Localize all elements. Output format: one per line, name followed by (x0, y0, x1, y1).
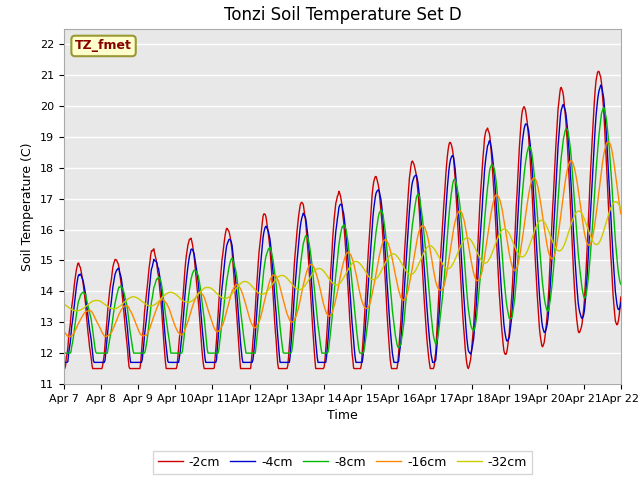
-16cm (71, 328, 79, 334)
-8cm (70, 329, 78, 335)
-2cm (60, 366, 68, 372)
-32cm (612, 199, 620, 204)
-8cm (600, 105, 607, 110)
Line: -16cm: -16cm (64, 142, 621, 337)
-16cm (428, 252, 435, 258)
-2cm (410, 162, 418, 168)
-16cm (128, 311, 136, 317)
-4cm (617, 300, 625, 306)
-32cm (70, 308, 78, 313)
Title: Tonzi Soil Temperature Set D: Tonzi Soil Temperature Set D (223, 6, 461, 24)
-4cm (70, 304, 78, 310)
-8cm (410, 210, 418, 216)
-4cm (60, 360, 68, 365)
-2cm (214, 322, 221, 328)
Line: -4cm: -4cm (64, 85, 621, 362)
-16cm (185, 316, 193, 322)
-2cm (617, 294, 625, 300)
-4cm (410, 174, 418, 180)
-2cm (127, 366, 135, 372)
-16cm (60, 328, 68, 334)
-2cm (595, 69, 602, 74)
-32cm (214, 292, 222, 298)
-32cm (411, 269, 419, 275)
Y-axis label: Soil Temperature (C): Soil Temperature (C) (22, 142, 35, 271)
Line: -32cm: -32cm (64, 202, 621, 311)
-32cm (128, 294, 136, 300)
-8cm (184, 299, 192, 304)
-8cm (60, 350, 68, 356)
-32cm (72, 308, 79, 314)
Line: -8cm: -8cm (64, 108, 621, 353)
-4cm (127, 360, 135, 365)
-32cm (617, 205, 625, 211)
-32cm (428, 243, 435, 249)
-16cm (214, 329, 222, 335)
X-axis label: Time: Time (327, 409, 358, 422)
-4cm (214, 345, 221, 350)
Line: -2cm: -2cm (64, 72, 621, 369)
-8cm (426, 303, 434, 309)
-32cm (60, 301, 68, 307)
-2cm (70, 285, 78, 291)
-16cm (605, 139, 612, 144)
-4cm (597, 82, 605, 88)
-16cm (67, 334, 74, 340)
Text: TZ_fmet: TZ_fmet (75, 39, 132, 52)
-8cm (127, 337, 135, 343)
-2cm (426, 366, 434, 372)
-16cm (617, 211, 625, 217)
-8cm (617, 281, 625, 287)
-32cm (185, 300, 193, 305)
-4cm (426, 345, 434, 350)
-16cm (411, 250, 419, 256)
-2cm (184, 242, 192, 248)
-4cm (184, 264, 192, 269)
Legend: -2cm, -4cm, -8cm, -16cm, -32cm: -2cm, -4cm, -8cm, -16cm, -32cm (152, 451, 532, 474)
-8cm (214, 350, 221, 356)
